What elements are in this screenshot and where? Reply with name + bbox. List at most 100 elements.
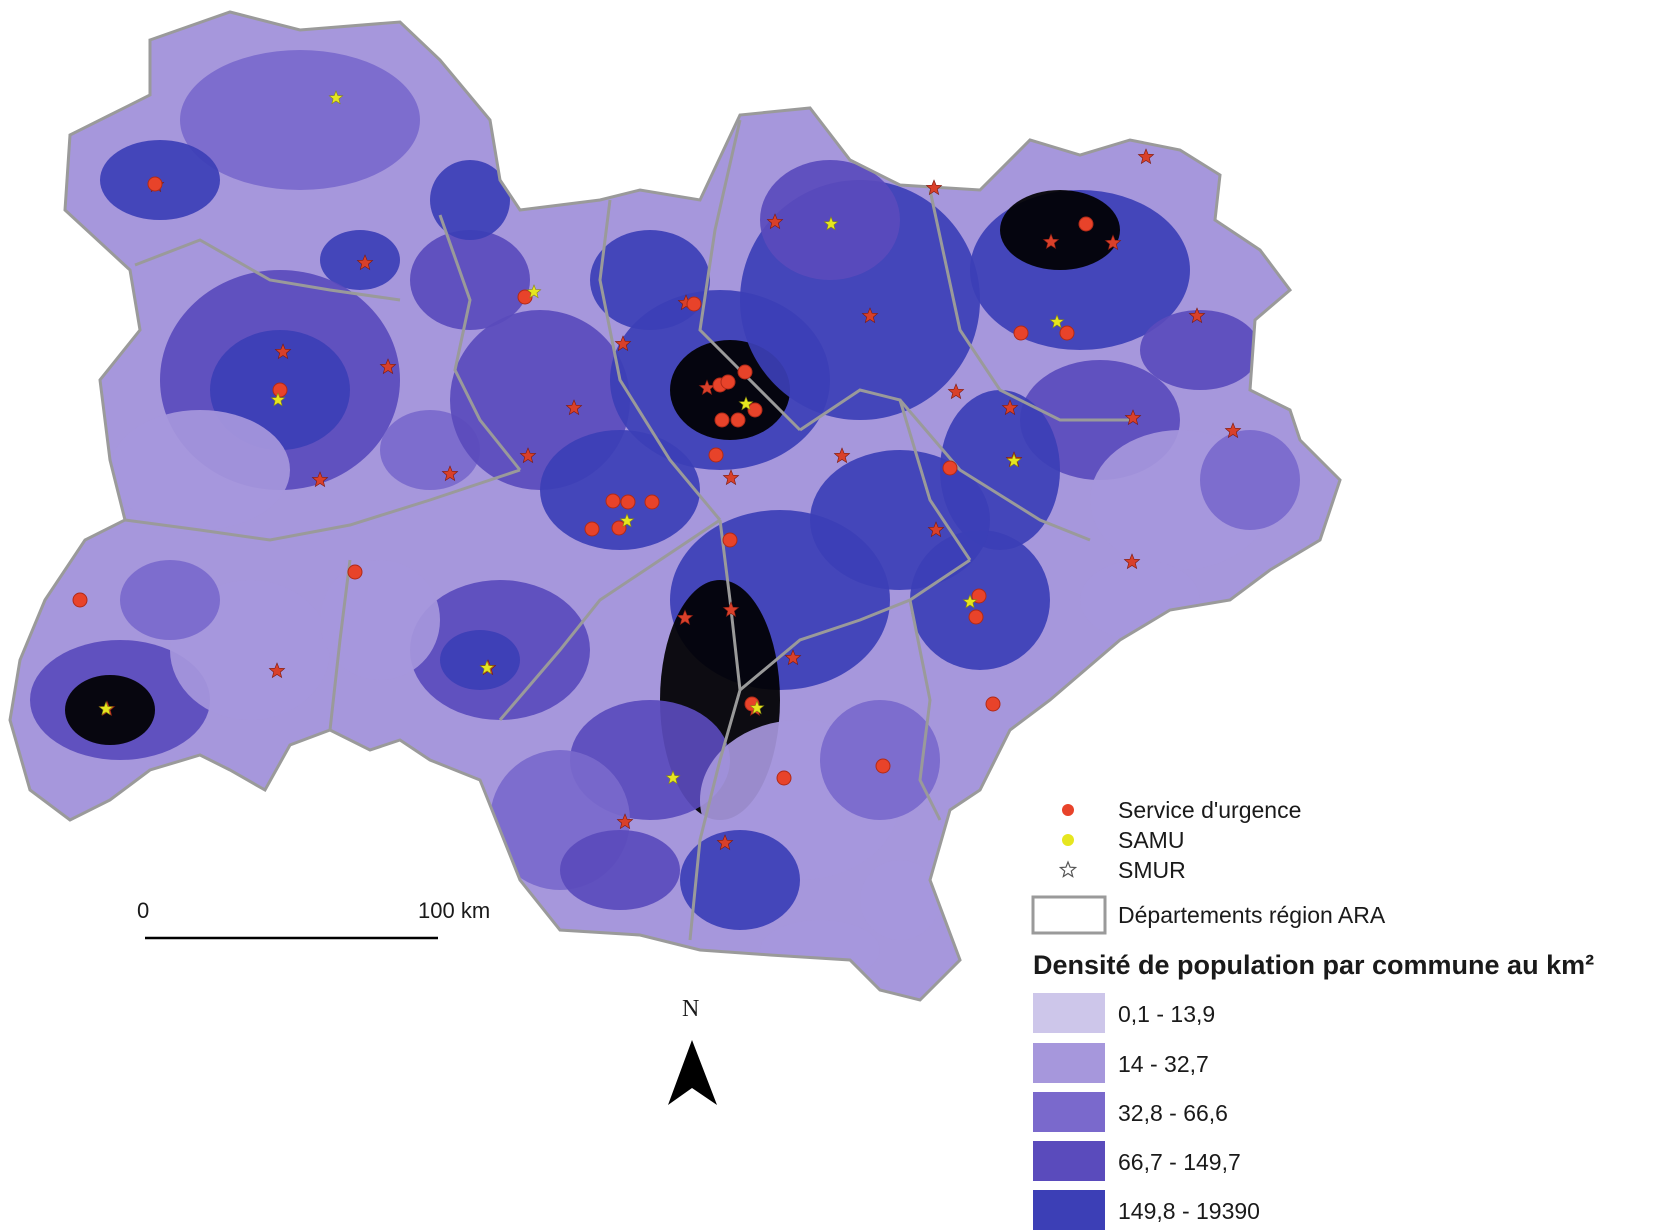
density-patch	[860, 860, 940, 940]
legend-samu-yellow-dot-icon	[1062, 834, 1074, 846]
scale-start-label: 0	[137, 898, 150, 923]
smur-star-icon	[379, 358, 397, 375]
legend-samu-label: SAMU	[1118, 827, 1185, 853]
legend-class-4-label: 66,7 - 149,7	[1118, 1149, 1241, 1175]
density-patch	[380, 410, 480, 490]
samu-yellow-star-icon	[738, 396, 754, 411]
service-red-dot-icon	[1059, 325, 1075, 341]
smur-star-icon	[441, 465, 459, 482]
service-red-dot-icon	[1013, 325, 1029, 341]
smur-star-icon	[927, 521, 945, 538]
density-patch	[560, 830, 680, 910]
smur-star-icon	[722, 469, 740, 486]
density-patch	[590, 230, 710, 330]
dept-border-isere-savoie	[898, 399, 1091, 542]
smur-star-icon	[1224, 422, 1242, 439]
service-red-dot-icon	[611, 520, 627, 536]
legend-symbols	[1031, 804, 1107, 1230]
density-patch	[1200, 430, 1300, 530]
smur-star-icon	[925, 179, 943, 196]
smur-star-icon	[1042, 233, 1060, 250]
smur-star-icon	[565, 399, 583, 416]
density-patch	[680, 830, 800, 930]
legend-class-5-swatch	[1033, 1190, 1105, 1230]
smur-star-icon	[614, 335, 632, 352]
smur-star-icon	[1001, 399, 1019, 416]
service-red-dot-icon	[605, 493, 621, 509]
service-red-dot-icon	[644, 494, 660, 510]
scale-end-label: 100 km	[418, 898, 491, 923]
dept-border-hl-ardeche	[498, 518, 721, 721]
service-red-dot-icon	[517, 289, 533, 305]
service-red-dot-icon	[722, 532, 738, 548]
legend-class-2-label: 14 - 32,7	[1118, 1051, 1209, 1077]
service-red-dot-icon	[686, 296, 702, 312]
legend-service-red-dot-icon	[1062, 804, 1074, 816]
service-red-dot-icon	[1078, 216, 1094, 232]
dept-border-drome-east	[908, 599, 942, 821]
smur-star-icon	[274, 343, 292, 360]
legend-smur-star-icon	[1058, 860, 1078, 878]
smur-star-icon	[722, 601, 740, 618]
north-arrow	[668, 1040, 717, 1105]
dept-border-cantal-puy	[124, 468, 521, 542]
service-red-dot-icon	[985, 696, 1001, 712]
smur-star-icon	[784, 649, 802, 666]
service-red-dot-icon	[714, 412, 730, 428]
service-red-dot-icon	[620, 494, 636, 510]
smur-star-icon	[1104, 234, 1122, 251]
dept-border-drome-isere	[739, 558, 971, 692]
smur-star-icon	[833, 447, 851, 464]
smur-star-icon	[676, 609, 694, 626]
service-red-dot-icon	[747, 402, 763, 418]
service-red-dot-icon	[737, 364, 753, 380]
legend-class-5-label: 149,8 - 19390	[1118, 1198, 1260, 1224]
smur-star-icon	[1188, 307, 1206, 324]
markers-layer	[72, 90, 1242, 851]
smur-star-icon	[766, 213, 784, 230]
samu-yellow-star-icon	[526, 284, 542, 299]
samu-yellow-star-icon	[962, 594, 978, 609]
samu-yellow-star-icon	[98, 701, 114, 716]
service-red-dot-icon	[584, 521, 600, 537]
smur-star-icon	[268, 662, 286, 679]
samu-yellow-star-icon	[270, 392, 286, 407]
smur-star-icon	[861, 307, 879, 324]
service-red-dot-icon	[708, 447, 724, 463]
legend-class-3-label: 32,8 - 66,6	[1118, 1100, 1228, 1126]
density-patch	[20, 360, 100, 480]
legend-class-1-swatch	[1033, 993, 1105, 1033]
density-patch	[430, 160, 510, 240]
dept-border-ain-savoie	[928, 189, 1130, 422]
legend-departements-swatch	[1031, 895, 1107, 935]
dept-border-rhone-river	[688, 519, 742, 941]
samu-yellow-star-icon	[665, 770, 681, 785]
legend-class-2-swatch	[1033, 1043, 1105, 1083]
density-patch	[1140, 310, 1260, 390]
smur-star-icon	[616, 813, 634, 830]
samu-yellow-star-icon	[619, 513, 635, 528]
legend-smur-label: SMUR	[1118, 857, 1186, 883]
samu-yellow-star-icon	[749, 700, 765, 715]
samu-yellow-star-icon	[1049, 314, 1065, 329]
dept-border-cantal-hl	[328, 559, 352, 731]
dept-border-allier-loire	[438, 214, 522, 471]
north-label: N	[682, 996, 700, 1022]
dept-border-loire-rhone	[598, 199, 722, 521]
samu-yellow-star-icon	[823, 216, 839, 231]
density-patch	[320, 230, 400, 290]
density-patch	[440, 630, 520, 690]
service-red-dot-icon	[147, 176, 163, 192]
service-red-dot-icon	[875, 758, 891, 774]
samu-yellow-star-icon	[1006, 453, 1022, 468]
density-patch	[410, 230, 530, 330]
service-red-dot-icon	[272, 382, 288, 398]
density-patch	[320, 560, 440, 680]
north-arrow-icon	[668, 1040, 717, 1105]
service-red-dot-icon	[968, 609, 984, 625]
smur-star-icon	[716, 834, 734, 851]
department-borders	[124, 119, 1130, 941]
density-patch	[110, 410, 290, 530]
service-red-dot-icon	[942, 460, 958, 476]
service-red-dot-icon	[72, 592, 88, 608]
